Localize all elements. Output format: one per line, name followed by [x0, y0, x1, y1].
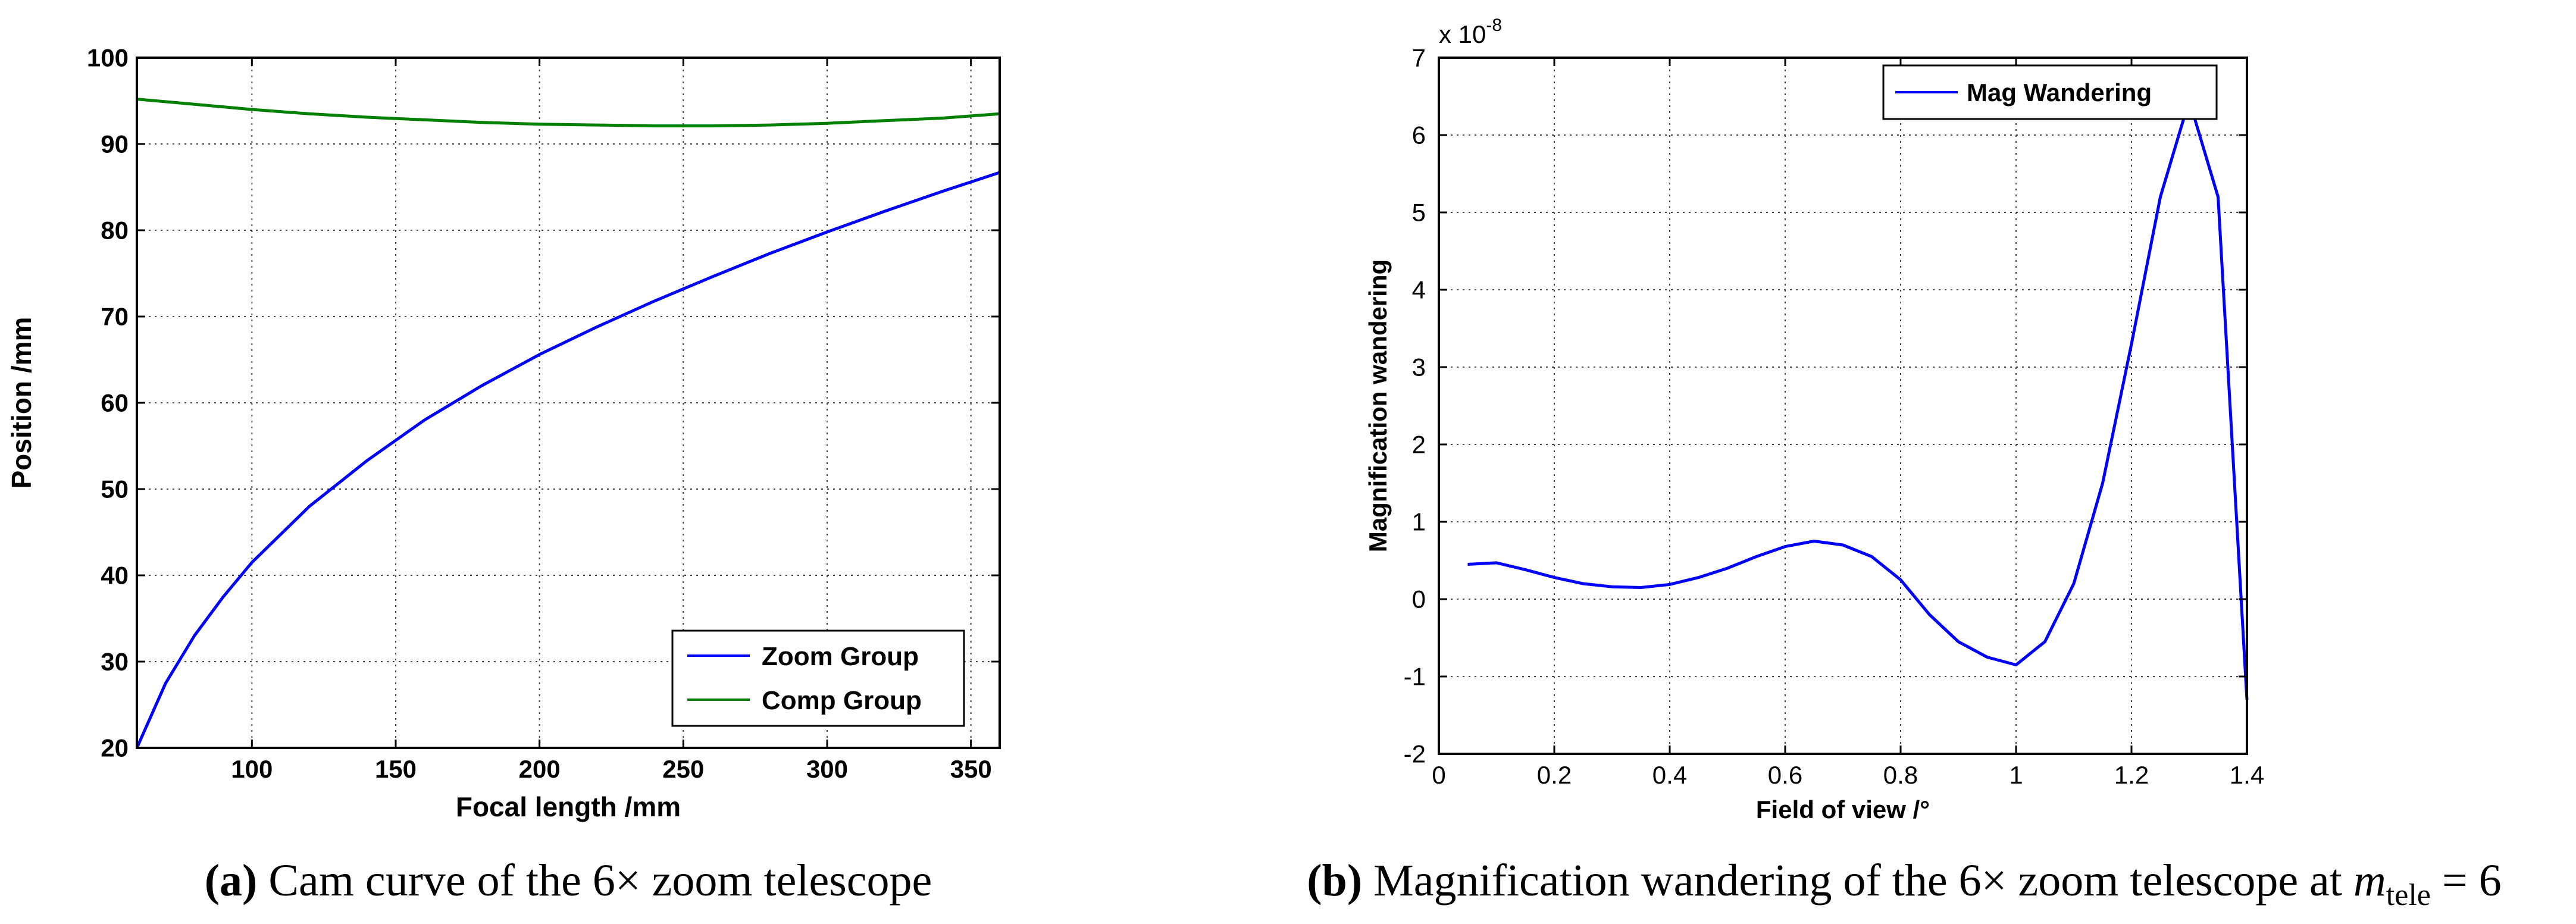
x-tick-label: 0.2	[1537, 761, 1572, 789]
x-tick-label: 250	[662, 755, 704, 783]
x-tick-label: 350	[950, 755, 992, 783]
caption-b: (b) Magnification wandering of the 6× zo…	[1307, 856, 2501, 912]
plot-frame	[1438, 57, 2248, 755]
x-tick-label: 300	[806, 755, 848, 783]
y-tick-label: 3	[1412, 353, 1426, 381]
y-tick-label: 5	[1412, 199, 1426, 227]
x-axis-label: Focal length /mm	[456, 791, 681, 822]
series-line-mag-wandering	[1467, 99, 2249, 700]
x-tick-label: 100	[231, 755, 273, 783]
legend-label-mag-wandering: Mag Wandering	[1967, 79, 2152, 107]
y-tick-label: 40	[101, 562, 129, 590]
legend-label-comp-group: Comp Group	[762, 686, 922, 715]
series-layer	[135, 98, 1000, 749]
x-axis-label: Field of view /°	[1756, 795, 1930, 823]
caption-b-math-rest: = 6	[2431, 856, 2502, 906]
y-axis-label: Position /mm	[6, 317, 37, 489]
x-tick-labels: 0 0.2 0.4 0.6 0.8 1 1.2 1.4	[1432, 761, 2264, 789]
magnification-wandering-chart: 0 0.2 0.4 0.6 0.8 1 1.2 1.4 -2 -1 0 1 2 3 4 5 6 7 x 10-8…	[1364, 15, 2264, 823]
caption-a-text: Cam curve of the 6× zoom telescope	[257, 856, 932, 906]
caption-b-text: Magnification wandering of the 6× zoom t…	[1362, 856, 2353, 906]
legend: Mag Wandering	[1882, 64, 2218, 120]
y-tick-label: 60	[101, 389, 129, 417]
x-tick-labels: 100 150 200 250 300 350	[231, 755, 991, 783]
y-tick-label: 30	[101, 648, 129, 676]
x-tick-label: 1.4	[2230, 761, 2264, 789]
ticks	[137, 57, 1000, 749]
x-tick-label: 0.6	[1768, 761, 1802, 789]
y-tick-label: 6	[1412, 121, 1426, 149]
y-tick-label: 100	[87, 44, 129, 72]
grid	[137, 58, 1000, 748]
multiplier-base: x 10	[1439, 20, 1486, 48]
y-tick-labels: 20 30 40 50 60 70 80 90 100	[87, 44, 129, 762]
series-line-zoom-group	[135, 171, 1000, 749]
y-tick-label: 0	[1412, 585, 1426, 613]
y-axis-multiplier: x 10-8	[1439, 15, 1502, 48]
y-tick-label: 80	[101, 217, 129, 245]
x-tick-label: 0.8	[1883, 761, 1918, 789]
legend-label-zoom-group: Zoom Group	[762, 642, 919, 671]
series-layer	[1467, 99, 2249, 700]
y-tick-labels: -2 -1 0 1 2 3 4 5 6 7	[1404, 44, 1426, 768]
x-tick-label: 1	[2009, 761, 2023, 789]
cam-curve-chart: 100 150 200 250 300 350 20 30 40 50 60 70 80 90 100 F…	[6, 44, 1001, 822]
x-tick-label: 150	[375, 755, 417, 783]
y-tick-label: 4	[1412, 276, 1426, 304]
y-tick-label: 70	[101, 303, 129, 331]
legend-box	[671, 629, 965, 727]
plot-area	[1439, 58, 2247, 754]
y-tick-label: -2	[1404, 740, 1426, 768]
y-tick-label: -1	[1404, 663, 1426, 691]
y-axis-label: Magnification wandering	[1364, 259, 1392, 552]
ticks	[1438, 57, 2248, 755]
grid	[1439, 58, 2247, 754]
caption-b-math-sub: tele	[2386, 878, 2431, 912]
x-tick-label: 0.4	[1652, 761, 1687, 789]
y-tick-label: 90	[101, 130, 129, 158]
x-tick-label: 0	[1432, 761, 1445, 789]
y-tick-label: 50	[101, 475, 129, 503]
x-tick-label: 200	[519, 755, 561, 783]
caption-b-math-var: m	[2353, 856, 2386, 906]
series-line-comp-group	[136, 98, 1000, 128]
caption-a-label: (a)	[205, 856, 258, 906]
y-tick-label: 20	[101, 734, 129, 762]
y-tick-label: 7	[1412, 44, 1426, 72]
y-tick-label: 2	[1412, 431, 1426, 459]
x-tick-label: 1.2	[2114, 761, 2149, 789]
multiplier-exponent: -8	[1486, 15, 1502, 35]
caption-a: (a) Cam curve of the 6× zoom telescope	[205, 856, 932, 906]
y-tick-label: 1	[1412, 508, 1426, 536]
legend: Zoom Group Comp Group	[671, 629, 965, 727]
caption-b-label: (b)	[1307, 856, 1362, 906]
